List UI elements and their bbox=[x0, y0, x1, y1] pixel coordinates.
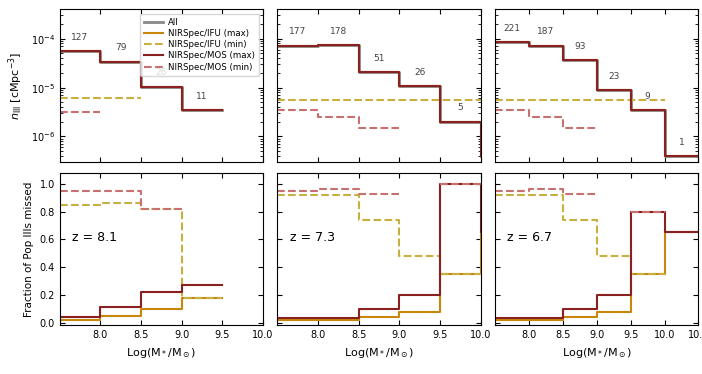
NIRSpec/IFU (max) bbox=[137, 59, 145, 64]
NIRSpec/MOS (max) bbox=[218, 108, 227, 112]
NIRSpec/MOS (max) bbox=[178, 108, 186, 112]
All bbox=[96, 59, 105, 64]
All bbox=[218, 108, 227, 112]
NIRSpec/MOS (max) bbox=[178, 85, 186, 89]
Text: z = 8.1: z = 8.1 bbox=[72, 232, 117, 245]
NIRSpec/MOS (max) bbox=[55, 49, 64, 54]
Text: 26: 26 bbox=[414, 68, 425, 77]
Text: 127: 127 bbox=[72, 33, 88, 42]
NIRSpec/IFU (min) bbox=[96, 96, 105, 101]
Text: z = 7.3: z = 7.3 bbox=[289, 232, 335, 245]
Line: NIRSpec/IFU (max): NIRSpec/IFU (max) bbox=[60, 52, 223, 110]
Text: 178: 178 bbox=[330, 27, 347, 36]
Y-axis label: $n_{\rm III}$ [cMpc$^{-3}$]: $n_{\rm III}$ [cMpc$^{-3}$] bbox=[6, 52, 25, 120]
NIRSpec/IFU (max) bbox=[96, 49, 105, 54]
NIRSpec/IFU (max) bbox=[137, 85, 145, 89]
NIRSpec/MOS (max) bbox=[96, 59, 105, 64]
All bbox=[137, 85, 145, 89]
NIRSpec/IFU (max) bbox=[178, 108, 186, 112]
All bbox=[178, 108, 186, 112]
NIRSpec/IFU (min) bbox=[96, 96, 105, 101]
Text: 177: 177 bbox=[289, 27, 306, 36]
Line: NIRSpec/MOS (max): NIRSpec/MOS (max) bbox=[60, 52, 223, 110]
All bbox=[96, 49, 105, 54]
Text: 221: 221 bbox=[503, 24, 520, 33]
Text: 187: 187 bbox=[537, 27, 555, 36]
NIRSpec/IFU (max) bbox=[55, 49, 64, 54]
NIRSpec/IFU (min) bbox=[137, 96, 145, 101]
Legend: All, NIRSpec/IFU (max), NIRSpec/IFU (min), NIRSpec/MOS (max), NIRSpec/MOS (min): All, NIRSpec/IFU (max), NIRSpec/IFU (min… bbox=[140, 14, 259, 76]
NIRSpec/MOS (max) bbox=[96, 49, 105, 54]
X-axis label: Log(M$_*$/M$_\odot$): Log(M$_*$/M$_\odot$) bbox=[126, 346, 197, 360]
Text: 26: 26 bbox=[156, 68, 167, 77]
NIRSpec/MOS (min) bbox=[96, 110, 105, 114]
Text: z = 6.7: z = 6.7 bbox=[508, 232, 552, 245]
X-axis label: Log(M$_*$/M$_\odot$): Log(M$_*$/M$_\odot$) bbox=[562, 346, 632, 360]
NIRSpec/MOS (min) bbox=[55, 110, 64, 114]
Text: 23: 23 bbox=[608, 72, 619, 81]
Text: 79: 79 bbox=[115, 43, 126, 52]
NIRSpec/MOS (max) bbox=[178, 85, 186, 89]
NIRSpec/IFU (max) bbox=[96, 49, 105, 54]
NIRSpec/IFU (max) bbox=[218, 108, 227, 112]
All bbox=[137, 59, 145, 64]
Text: 1: 1 bbox=[679, 138, 684, 147]
Text: 51: 51 bbox=[373, 53, 385, 62]
Text: 93: 93 bbox=[574, 42, 585, 51]
Line: All: All bbox=[60, 52, 223, 110]
Text: 5: 5 bbox=[458, 104, 463, 113]
NIRSpec/IFU (max) bbox=[137, 59, 145, 64]
Text: 9: 9 bbox=[644, 92, 651, 101]
NIRSpec/MOS (max) bbox=[137, 59, 145, 64]
All bbox=[178, 85, 186, 89]
NIRSpec/MOS (max) bbox=[137, 59, 145, 64]
Y-axis label: Fraction of Pop IIIs missed: Fraction of Pop IIIs missed bbox=[24, 181, 34, 317]
NIRSpec/IFU (max) bbox=[178, 85, 186, 89]
All bbox=[178, 85, 186, 89]
NIRSpec/IFU (max) bbox=[178, 85, 186, 89]
All bbox=[96, 49, 105, 54]
NIRSpec/IFU (min) bbox=[55, 96, 64, 101]
All bbox=[55, 49, 64, 54]
NIRSpec/MOS (max) bbox=[137, 85, 145, 89]
Text: 11: 11 bbox=[197, 92, 208, 101]
X-axis label: Log(M$_*$/M$_\odot$): Log(M$_*$/M$_\odot$) bbox=[344, 346, 414, 360]
NIRSpec/IFU (min) bbox=[96, 96, 105, 101]
NIRSpec/IFU (max) bbox=[96, 59, 105, 64]
All bbox=[137, 59, 145, 64]
NIRSpec/MOS (max) bbox=[96, 49, 105, 54]
